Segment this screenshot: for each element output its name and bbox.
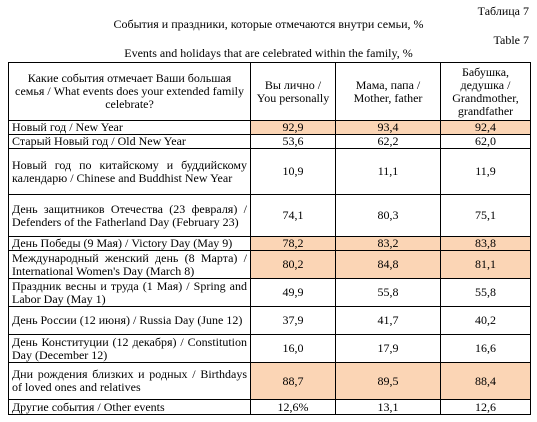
value-cell: 17,9 xyxy=(335,334,441,363)
value-cell: 93,4 xyxy=(335,120,441,135)
value-cell: 88,4 xyxy=(440,362,531,400)
table-row: День защитников Отечества (23 февраля) /… xyxy=(8,194,531,237)
value-cell: 78,2 xyxy=(250,236,336,251)
title-ru: События и праздники, которые отмечаются … xyxy=(113,17,424,31)
value-cell: 62,2 xyxy=(335,134,441,149)
value-cell: 10,9 xyxy=(250,148,336,195)
value-cell: 84,8 xyxy=(335,250,441,279)
value-cell: 80,2 xyxy=(250,250,336,279)
row-label: Праздник весны и труда (1 Мая) / Spring … xyxy=(8,278,251,307)
row-label: Новый год / New Year xyxy=(8,120,251,135)
value-cell: 12,6 xyxy=(440,399,531,415)
table-row: Новый год / New Year 92,9 93,4 92,4 xyxy=(8,120,531,135)
column-header: Бабушка, дедушка / Grandmother, grandfat… xyxy=(440,62,531,121)
value-cell: 49,9 xyxy=(250,278,336,307)
row-label: День Победы (9 Мая) / Victory Day (May 9… xyxy=(8,236,251,251)
table-row: Международный женский день (8 Марта) / I… xyxy=(8,250,531,279)
value-cell: 13,1 xyxy=(335,399,441,415)
row-label: День защитников Отечества (23 февраля) /… xyxy=(8,194,251,237)
value-cell: 62,0 xyxy=(440,134,531,149)
table-row: Дни рождения близких и родных / Birthday… xyxy=(8,362,531,400)
value-cell: 80,3 xyxy=(335,194,441,237)
value-cell: 16,0 xyxy=(250,334,336,363)
table-row: День России (12 июня) / Russia Day (June… xyxy=(8,306,531,335)
row-label: День России (12 июня) / Russia Day (June… xyxy=(8,306,251,335)
row-label: Другие события / Other events xyxy=(8,399,251,415)
table-number-en: Table 7 xyxy=(493,33,529,47)
value-cell: 74,1 xyxy=(250,194,336,237)
table-row: День Победы (9 Мая) / Victory Day (May 9… xyxy=(8,236,531,251)
table-row: Другие события / Other events 12,6% 13,1 12… xyxy=(8,399,531,415)
table-row: Новый год по китайскому и буддийскому ка… xyxy=(8,148,531,195)
table-row: День Конституции (12 декабря) / Constitu… xyxy=(8,334,531,363)
value-cell: 83,2 xyxy=(335,236,441,251)
column-header: Какие события отмечает Ваши большая семь… xyxy=(8,62,251,121)
table-row: Праздник весны и труда (1 Мая) / Spring … xyxy=(8,278,531,307)
table-number-ru: Таблица 7 xyxy=(477,4,529,18)
row-label: Старый Новый год / Old New Year xyxy=(8,134,251,149)
row-label: День Конституции (12 декабря) / Constitu… xyxy=(8,334,251,363)
value-cell: 55,8 xyxy=(440,278,531,307)
value-cell: 11,9 xyxy=(440,148,531,195)
value-cell: 12,6% xyxy=(250,399,336,415)
column-header: Мама, папа / Mother, father xyxy=(335,62,441,121)
title-en: Events and holidays that are celebrated … xyxy=(124,46,413,60)
value-cell: 40,2 xyxy=(440,306,531,335)
column-header: Вы лично / You personally xyxy=(250,62,336,121)
value-cell: 11,1 xyxy=(335,148,441,195)
header-row: Какие события отмечает Ваши большая семь… xyxy=(8,62,531,121)
value-cell: 75,1 xyxy=(440,194,531,237)
value-cell: 81,1 xyxy=(440,250,531,279)
table-row: Старый Новый год / Old New Year 53,6 62,2 6… xyxy=(8,134,531,149)
value-cell: 53,6 xyxy=(250,134,336,149)
value-cell: 92,9 xyxy=(250,120,336,135)
row-label: Дни рождения близких и родных / Birthday… xyxy=(8,362,251,400)
value-cell: 88,7 xyxy=(250,362,336,400)
value-cell: 41,7 xyxy=(335,306,441,335)
value-cell: 16,6 xyxy=(440,334,531,363)
row-label: Международный женский день (8 Марта) / I… xyxy=(8,250,251,279)
value-cell: 83,8 xyxy=(440,236,531,251)
data-table: Какие события отмечает Ваши большая семь… xyxy=(8,62,531,415)
value-cell: 37,9 xyxy=(250,306,336,335)
row-label: Новый год по китайскому и буддийскому ка… xyxy=(8,148,251,195)
value-cell: 92,4 xyxy=(440,120,531,135)
value-cell: 89,5 xyxy=(335,362,441,400)
value-cell: 55,8 xyxy=(335,278,441,307)
